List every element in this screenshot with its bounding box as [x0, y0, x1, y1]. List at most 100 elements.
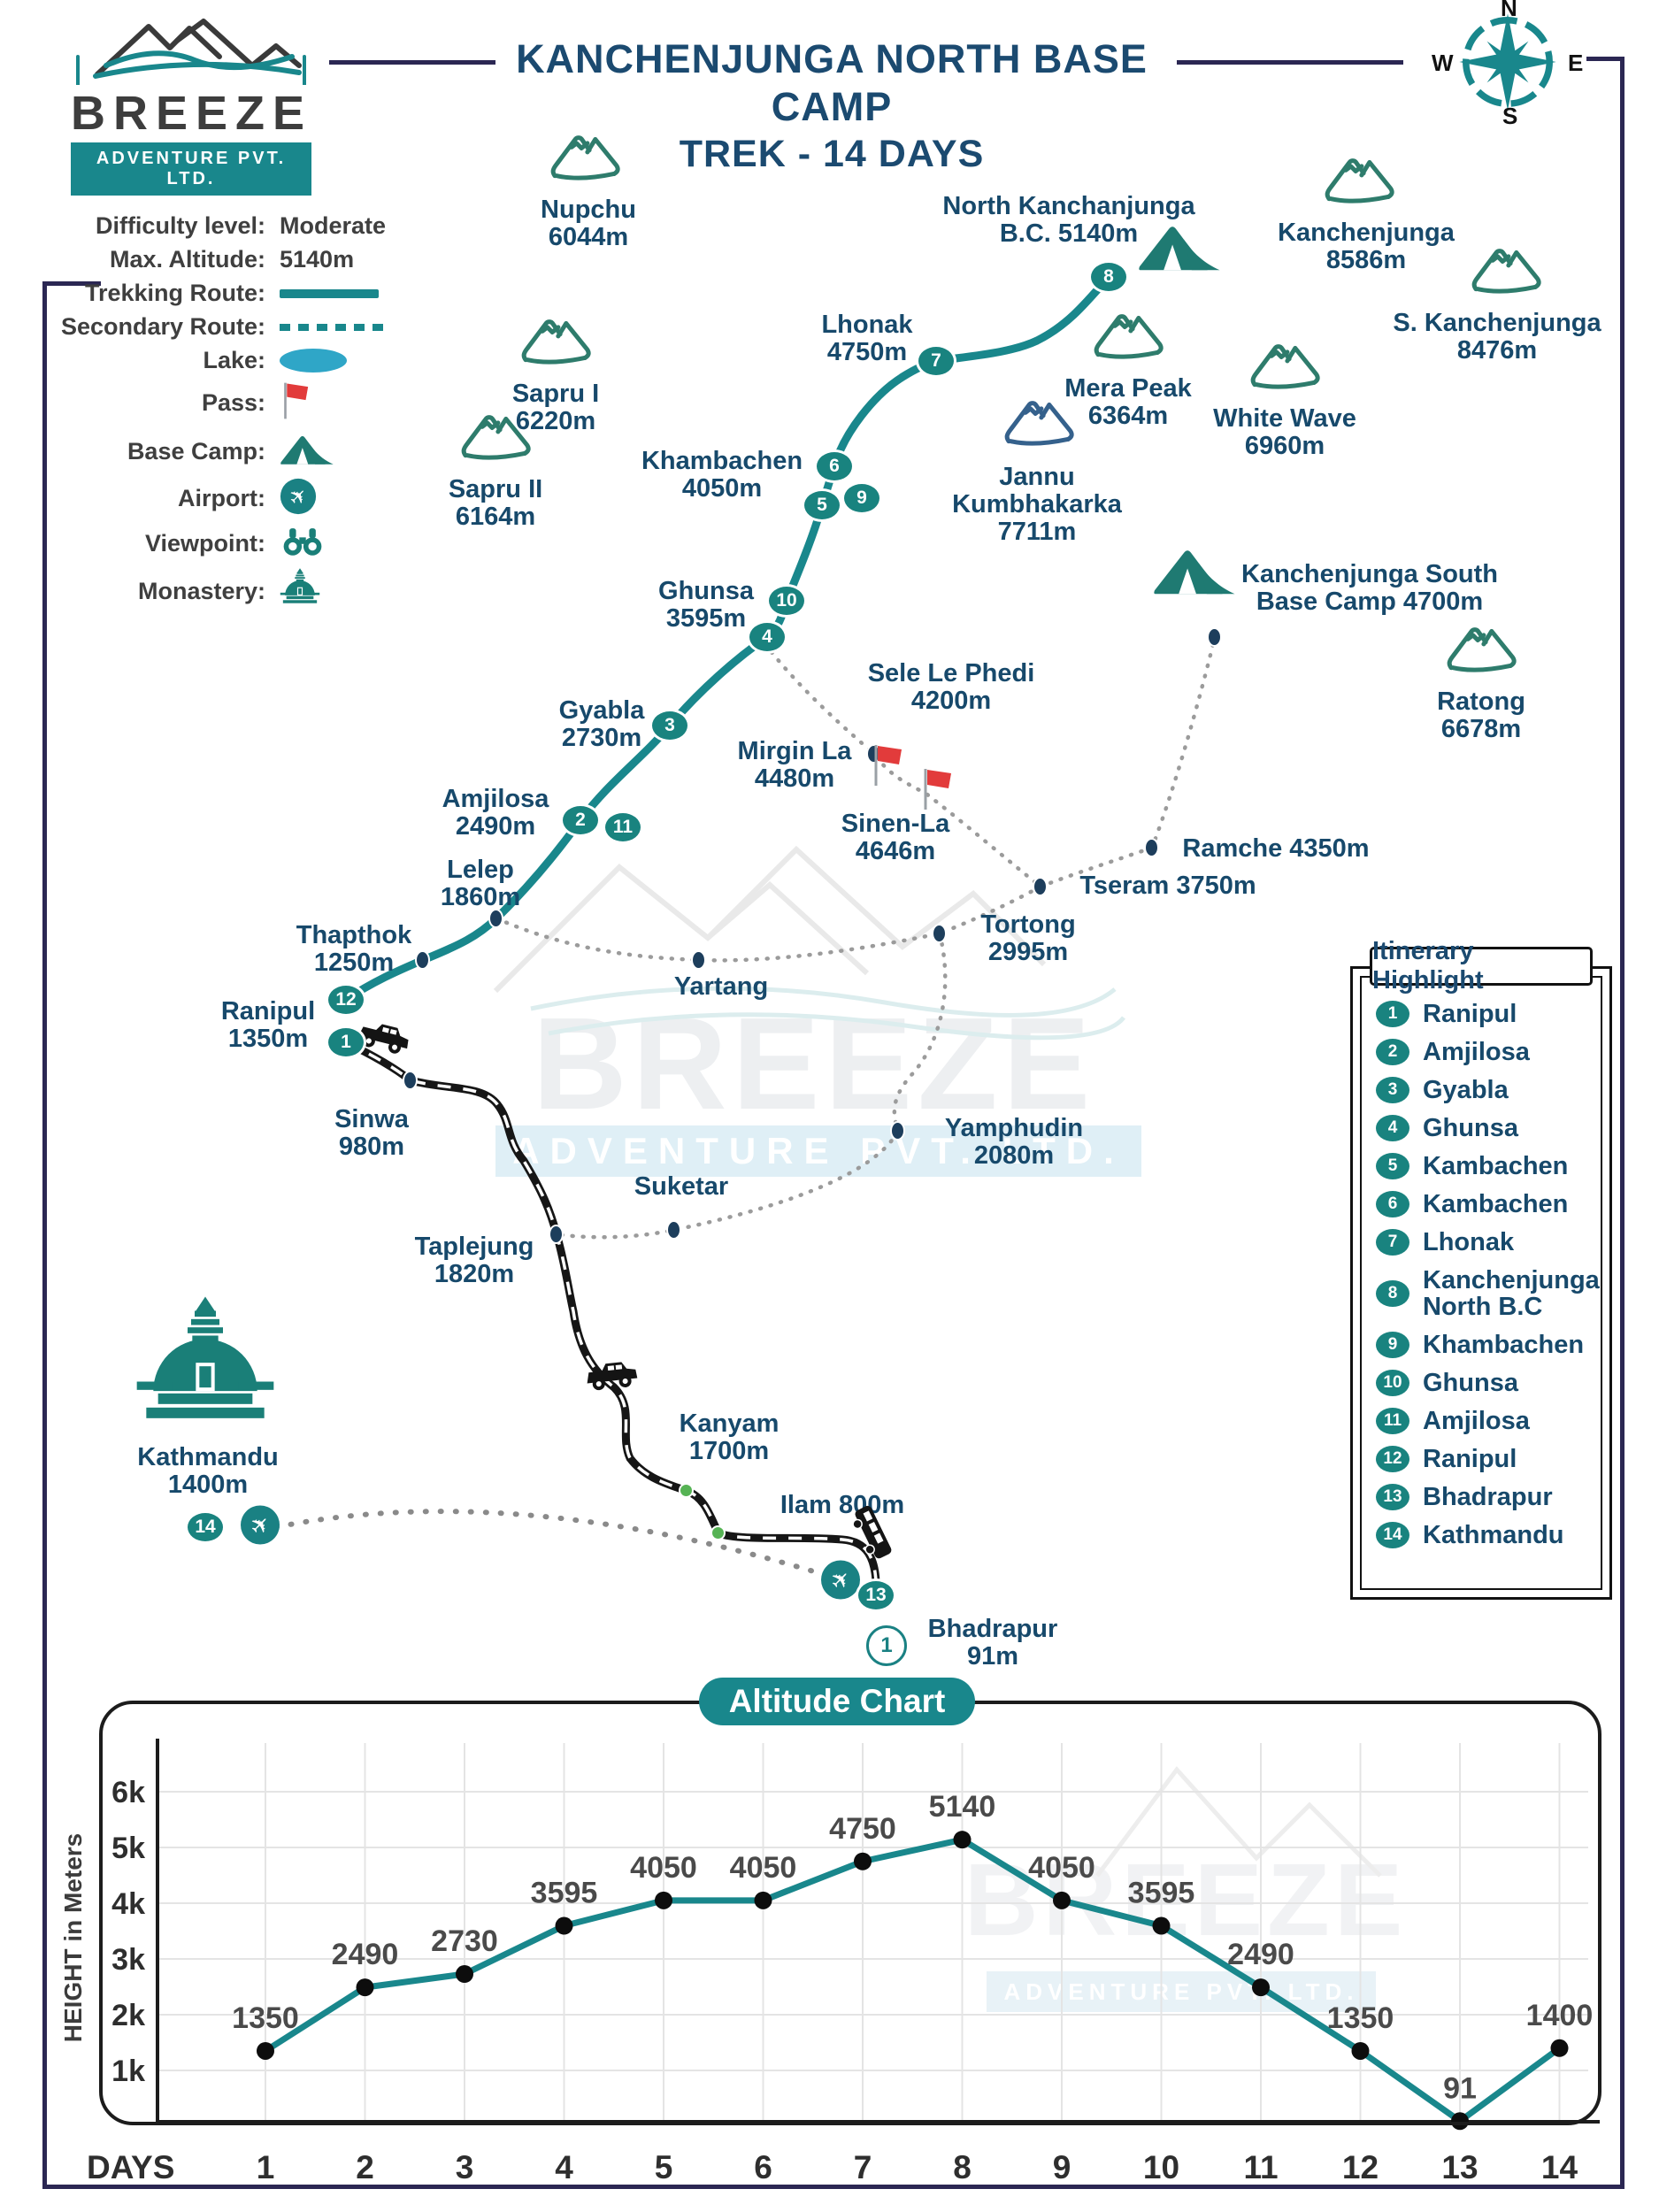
map-marker-outline: 1	[866, 1625, 907, 1666]
page-title: KANCHENJUNGA NORTH BASE CAMP TREK - 14 D…	[500, 35, 1164, 177]
place-label: Thapthok 1250m	[296, 921, 412, 977]
y-tick-label: 3k	[111, 1943, 145, 1977]
itinerary-item-label: Kambachen	[1423, 1152, 1569, 1180]
itinerary-item-number: 6	[1376, 1191, 1409, 1217]
peak-label: Sapru II 6164m	[448, 475, 543, 531]
logo-mountains-icon	[76, 19, 306, 87]
place-label: Sinen-La 4646m	[841, 810, 950, 865]
itinerary-item-number: 8	[1376, 1280, 1409, 1307]
map-marker: 12	[326, 983, 366, 1017]
x-axis-title: DAYS	[87, 2149, 174, 2185]
binoculars-icon	[280, 526, 326, 562]
x-tick-label: 2	[356, 2149, 374, 2185]
flight-route	[273, 1509, 845, 1583]
x-tick-label: 11	[1243, 2149, 1278, 2185]
x-tick-label: 8	[953, 2149, 972, 2185]
secondary-route	[554, 931, 948, 1240]
itinerary-item-label: Ranipul	[1423, 1445, 1517, 1473]
y-tick-label: 2k	[111, 1999, 145, 2032]
data-point-value: 5140	[929, 1790, 996, 1824]
y-tick-label: 1k	[111, 2055, 145, 2088]
map-legend: Difficulty level: Moderate Max. Altitude:…	[44, 212, 386, 621]
data-point	[655, 1891, 672, 1909]
map-marker: 8	[1088, 260, 1129, 294]
x-tick-label: 5	[655, 2149, 673, 2185]
place-label: Sinwa 980m	[334, 1105, 409, 1161]
place-label: Khambachen 4050m	[641, 447, 803, 503]
secondary-route	[769, 649, 1043, 889]
map-marker: 9	[841, 481, 882, 515]
data-point-value: 3595	[531, 1877, 598, 1910]
data-point	[1550, 2039, 1569, 2057]
tent-icon	[280, 432, 334, 472]
place-label: Amjilosa 2490m	[442, 785, 549, 841]
bus-icon	[842, 1502, 895, 1567]
base-camp-tent-icon	[1153, 545, 1237, 603]
itinerary-item-number: 2	[1376, 1039, 1409, 1065]
title-line-1: KANCHENJUNGA NORTH BASE CAMP	[516, 36, 1148, 129]
place-label: Kanchenjunga South Base Camp 4700m	[1241, 560, 1498, 616]
x-tick-label: 4	[555, 2149, 573, 2185]
place-label: Suketar	[634, 1172, 729, 1201]
secondary-route	[937, 884, 1043, 936]
data-point	[1152, 1916, 1171, 1935]
peak-label: Ratong 6678m	[1437, 687, 1525, 743]
place-label: Ranipul 1350m	[220, 997, 316, 1053]
frame-top-right-seg	[1586, 57, 1624, 61]
place-label: Kanyam 1700m	[679, 1409, 780, 1465]
itinerary-item: 7 Lhonak	[1376, 1229, 1601, 1256]
data-point-value: 4050	[730, 1851, 797, 1885]
legend-altitude-value: 5140m	[280, 246, 355, 273]
x-tick-label: 13	[1441, 2149, 1478, 2185]
itinerary-item-number: 11	[1376, 1408, 1409, 1434]
legend-altitude-label: Max. Altitude:	[109, 246, 265, 273]
mountain-peak-icon	[1094, 311, 1170, 366]
x-tick-label: 12	[1342, 2149, 1379, 2185]
peak-label: Nupchu 6044m	[541, 196, 636, 251]
compass-icon	[1459, 13, 1556, 111]
mountain-peak-icon	[1471, 245, 1548, 301]
legend-difficulty-label: Difficulty level:	[95, 212, 265, 239]
data-point-value: 1350	[1327, 2001, 1394, 2035]
trekking-route-swatch	[280, 288, 379, 298]
frame-right	[1620, 57, 1624, 2189]
compass-west-label: W	[1432, 50, 1454, 76]
data-point	[1451, 2112, 1469, 2131]
itinerary-item-number: 7	[1376, 1229, 1409, 1256]
compass-north-label: N	[1501, 0, 1517, 21]
place-label: Sele Le Phedi 4200m	[867, 659, 1035, 715]
itinerary-item-label: Amjilosa	[1423, 1038, 1530, 1066]
place-label: North Kanchanjunga B.C. 5140m	[942, 192, 1195, 248]
route-point-dot	[403, 1071, 418, 1090]
itinerary-item: 6 Kambachen	[1376, 1191, 1601, 1217]
itinerary-item: 8 Kanchenjunga North B.C	[1376, 1267, 1601, 1320]
data-point-value: 4050	[630, 1851, 697, 1885]
itinerary-item-label: Ranipul	[1423, 1000, 1517, 1028]
map-marker: 3	[649, 709, 690, 742]
data-point	[854, 1852, 872, 1870]
route-point-dot	[666, 1220, 681, 1240]
jeep-icon	[583, 1354, 641, 1399]
route-point-dot	[488, 909, 503, 928]
itinerary-item-label: Amjilosa	[1423, 1407, 1530, 1435]
itinerary-item: 9 Khambachen	[1376, 1332, 1601, 1358]
itinerary-item-number: 1	[1376, 1001, 1409, 1027]
itinerary-item-label: Gyabla	[1423, 1076, 1509, 1104]
frame-left-nub	[42, 281, 101, 286]
itinerary-item-label: Lhonak	[1423, 1228, 1515, 1256]
frame-left	[42, 281, 47, 2189]
route-point-dot	[415, 950, 430, 970]
place-label: Mirgin La 4480m	[737, 737, 852, 793]
y-tick-label: 6k	[111, 1776, 145, 1809]
legend-lake-label: Lake:	[203, 347, 265, 373]
itinerary-item: 10 Ghunsa	[1376, 1370, 1601, 1396]
data-point	[555, 1916, 573, 1935]
itinerary-item: 11 Amjilosa	[1376, 1408, 1601, 1434]
mountain-peak-icon	[521, 316, 597, 372]
map-watermark-band: ADVENTURE PVT. LTD.	[495, 1125, 1141, 1177]
map-marker: 2	[560, 803, 601, 837]
itinerary-item-number: 4	[1376, 1115, 1409, 1141]
data-point	[257, 2041, 274, 2060]
x-tick-label: 10	[1143, 2149, 1179, 2185]
